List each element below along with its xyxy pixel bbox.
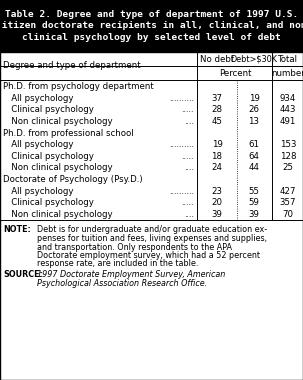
Text: Non clinical psychology: Non clinical psychology bbox=[3, 163, 113, 172]
Text: 61: 61 bbox=[248, 140, 259, 149]
Text: penses for tuition and fees, living expenses and supplies,: penses for tuition and fees, living expe… bbox=[37, 234, 267, 243]
Text: 44: 44 bbox=[248, 163, 259, 172]
Text: 24: 24 bbox=[211, 163, 222, 172]
Text: Psychological Association Research Office.: Psychological Association Research Offic… bbox=[37, 279, 207, 288]
Text: Doctorate employment survey, which had a 52 percent: Doctorate employment survey, which had a… bbox=[37, 251, 260, 260]
Text: Clinical psychology: Clinical psychology bbox=[3, 198, 94, 207]
Text: NOTE:: NOTE: bbox=[3, 225, 31, 234]
Text: 443: 443 bbox=[280, 105, 296, 114]
Text: 18: 18 bbox=[211, 152, 222, 161]
Text: Clinical psychology: Clinical psychology bbox=[3, 152, 94, 161]
Text: .....: ..... bbox=[181, 152, 194, 161]
Text: Non clinical psychology: Non clinical psychology bbox=[3, 210, 113, 219]
Text: 45: 45 bbox=[211, 117, 222, 126]
Text: 491: 491 bbox=[280, 117, 296, 126]
Text: Debt>$30K: Debt>$30K bbox=[231, 54, 278, 63]
Text: All psychology: All psychology bbox=[3, 187, 74, 196]
Text: Table 2. Degree and type of department of 1997 U.S.
citizen doctorate recipients: Table 2. Degree and type of department o… bbox=[0, 10, 303, 42]
Text: 23: 23 bbox=[211, 187, 222, 196]
Text: Ph.D. from professional school: Ph.D. from professional school bbox=[3, 128, 134, 138]
Text: Percent: Percent bbox=[219, 68, 252, 78]
Text: 20: 20 bbox=[211, 198, 222, 207]
Text: ..........: .......... bbox=[169, 187, 194, 196]
Text: number: number bbox=[271, 68, 303, 78]
Bar bbox=[0, 0, 303, 52]
Text: All psychology: All psychology bbox=[3, 94, 74, 103]
Text: .....: ..... bbox=[181, 105, 194, 114]
Text: response rate, are included in the table.: response rate, are included in the table… bbox=[37, 260, 198, 269]
Text: ....: .... bbox=[184, 163, 194, 172]
Text: 39: 39 bbox=[211, 210, 222, 219]
Text: Debt is for undergraduate and/or graduate education ex-: Debt is for undergraduate and/or graduat… bbox=[37, 225, 267, 234]
Text: 26: 26 bbox=[248, 105, 259, 114]
Text: 13: 13 bbox=[248, 117, 259, 126]
Text: 19: 19 bbox=[248, 94, 259, 103]
Text: 25: 25 bbox=[282, 163, 294, 172]
Text: 357: 357 bbox=[280, 198, 296, 207]
Text: 934: 934 bbox=[280, 94, 296, 103]
Text: 1997 Doctorate Employment Survey, American: 1997 Doctorate Employment Survey, Americ… bbox=[37, 270, 225, 279]
Text: SOURCE:: SOURCE: bbox=[3, 270, 43, 279]
Text: 427: 427 bbox=[280, 187, 296, 196]
Text: 37: 37 bbox=[211, 94, 222, 103]
Text: All psychology: All psychology bbox=[3, 140, 74, 149]
Text: Ph.D. from psychology department: Ph.D. from psychology department bbox=[3, 82, 154, 91]
Text: 70: 70 bbox=[282, 210, 294, 219]
Text: Non clinical psychology: Non clinical psychology bbox=[3, 117, 113, 126]
Text: Doctorate of Psychology (Psy.D.): Doctorate of Psychology (Psy.D.) bbox=[3, 175, 143, 184]
Text: ..........: .......... bbox=[169, 94, 194, 103]
Text: Total: Total bbox=[278, 54, 298, 63]
Text: Degree and type of department: Degree and type of department bbox=[3, 62, 141, 71]
Text: No debt: No debt bbox=[200, 54, 234, 63]
Text: 59: 59 bbox=[248, 198, 259, 207]
Text: 39: 39 bbox=[248, 210, 259, 219]
Text: ..........: .......... bbox=[169, 140, 194, 149]
Text: .....: ..... bbox=[181, 198, 194, 207]
Text: Clinical psychology: Clinical psychology bbox=[3, 105, 94, 114]
Text: 19: 19 bbox=[211, 140, 222, 149]
Text: and transportation. Only respondents to the APA: and transportation. Only respondents to … bbox=[37, 242, 232, 252]
Text: ....: .... bbox=[184, 210, 194, 219]
Text: 153: 153 bbox=[280, 140, 296, 149]
Text: 28: 28 bbox=[211, 105, 222, 114]
Text: 64: 64 bbox=[248, 152, 259, 161]
Text: 55: 55 bbox=[248, 187, 259, 196]
Text: 128: 128 bbox=[280, 152, 296, 161]
Text: ....: .... bbox=[184, 117, 194, 126]
